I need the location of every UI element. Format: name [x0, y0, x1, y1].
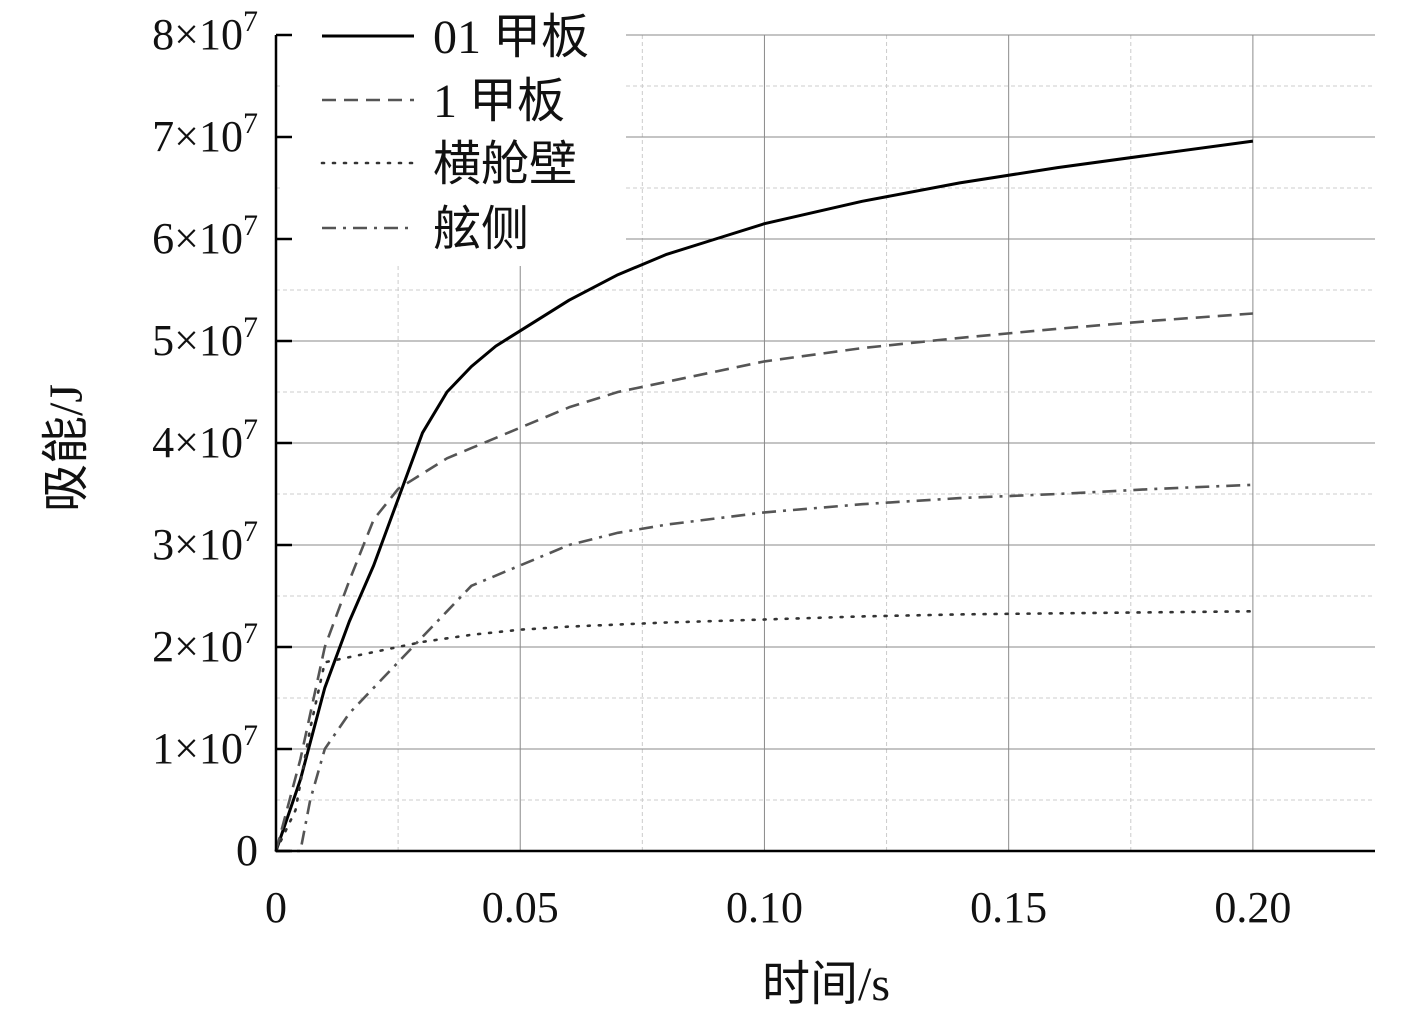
x-tick-label: 0.15 — [970, 883, 1047, 932]
legend-label-1: 01 甲板 — [433, 11, 589, 64]
y-tick-label: 7×107 — [152, 107, 258, 161]
series-line-4 — [276, 483, 1253, 853]
series-line-2 — [274, 312, 1253, 852]
axes — [274, 33, 1375, 853]
x-tick-label: 0 — [265, 883, 287, 932]
y-tick-label: 0 — [236, 826, 258, 875]
legend-label-2: 1 甲板 — [433, 75, 565, 128]
series-line-3 — [274, 609, 1255, 853]
y-tick-label: 8×107 — [152, 5, 258, 59]
series-layer — [274, 139, 1255, 853]
y-tick-label: 1×107 — [152, 719, 258, 773]
grid — [276, 34, 1375, 851]
y-tick-labels: 0 1×107 2×107 3×107 4×107 5×107 6×107 7×107 8×10… — [152, 5, 258, 875]
series-line-1 — [274, 139, 1254, 852]
legend-label-4: 舷侧 — [433, 203, 529, 256]
x-tick-label: 0.10 — [726, 883, 803, 932]
x-tick-labels: 0 0.05 0.10 0.15 0.20 — [265, 883, 1291, 932]
y-tick-label: 6×107 — [152, 209, 258, 263]
y-tick-label: 4×107 — [152, 413, 258, 467]
x-tick-label: 0.05 — [482, 883, 559, 932]
y-axis-title: 吸能/J — [40, 384, 93, 512]
legend-label-3: 横舱壁 — [433, 138, 577, 191]
y-tick-label: 5×107 — [152, 311, 258, 365]
y-tick-label: 3×107 — [152, 515, 258, 569]
x-tick-label: 0.20 — [1214, 883, 1291, 932]
x-axis-title: 时间/s — [762, 958, 890, 1011]
legend-background — [280, 8, 626, 266]
y-tick-label: 2×107 — [152, 617, 258, 671]
